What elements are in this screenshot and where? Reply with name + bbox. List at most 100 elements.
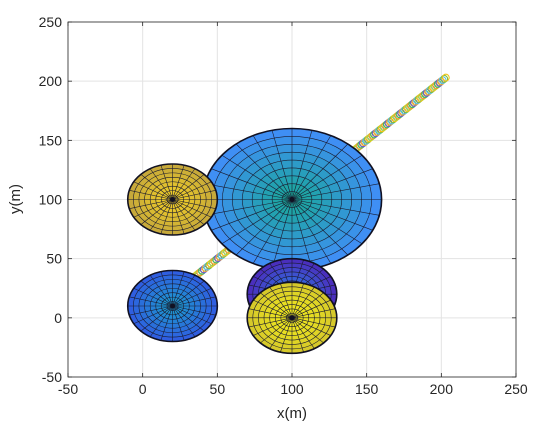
obstacle-layer — [126, 127, 383, 355]
obstacle-spoke — [172, 168, 196, 200]
obstacle-spoke — [260, 292, 293, 319]
obstacle-spoke — [252, 135, 293, 200]
x-axis-label: x(m) — [277, 405, 307, 422]
obstacle-spoke — [221, 199, 293, 245]
obstacle-spoke — [149, 168, 173, 200]
obstacle-spoke — [172, 199, 216, 209]
x-tick-label: 200 — [430, 381, 454, 397]
obstacle-spoke — [129, 296, 173, 307]
obstacle-spoke — [235, 143, 293, 200]
obstacle — [201, 127, 383, 272]
obstacle-spoke — [253, 317, 293, 336]
obstacle-spoke — [140, 174, 173, 200]
obstacle-spoke — [172, 305, 212, 325]
obstacle-spoke — [172, 199, 205, 225]
x-tick-label: 250 — [504, 381, 528, 397]
obstacle-spoke — [160, 199, 173, 234]
trajectory-marker — [440, 74, 449, 83]
obstacle-spoke — [172, 305, 205, 332]
x-tick-label: 100 — [280, 381, 304, 397]
y-tick-label: -50 — [42, 369, 62, 385]
obstacle-spoke — [149, 305, 173, 337]
obstacle-spoke — [291, 292, 324, 319]
obstacle-spoke — [291, 143, 349, 200]
obstacle-spoke — [133, 287, 173, 307]
obstacle-spoke — [172, 271, 185, 307]
obstacle-spoke — [269, 286, 293, 319]
obstacle-spoke — [129, 305, 173, 316]
obstacle-spoke — [291, 317, 336, 328]
obstacle-spoke — [211, 199, 293, 231]
obstacle-spoke — [291, 199, 332, 264]
obstacle-spoke — [291, 168, 373, 200]
obstacle-spoke — [204, 183, 293, 200]
obstacle-spoke — [291, 283, 304, 318]
obstacle-spoke — [291, 299, 331, 319]
obstacle-outline — [126, 269, 219, 343]
x-tick-label: 0 — [139, 381, 147, 397]
y-tick-label: 200 — [39, 73, 63, 89]
obstacle-spoke — [291, 308, 336, 319]
y-tick-label: 150 — [39, 132, 63, 148]
obstacle-spoke — [291, 317, 315, 349]
obstacle-center — [170, 197, 176, 202]
y-tick-label: 50 — [46, 251, 62, 267]
obstacle-spoke — [172, 181, 212, 200]
obstacle-spoke — [172, 174, 205, 200]
obstacle-spoke — [248, 317, 293, 328]
obstacle-spoke — [291, 154, 363, 200]
trajectory-layer — [190, 73, 450, 281]
obstacle-spoke — [172, 280, 205, 307]
obstacle-spoke — [172, 165, 185, 200]
x-tick-label: 50 — [210, 381, 226, 397]
y-tick-label: 250 — [39, 14, 63, 30]
obstacle-spoke — [291, 183, 380, 200]
obstacle-spoke — [133, 199, 173, 218]
obstacle-spoke — [271, 199, 293, 269]
obstacle-spoke — [140, 305, 173, 332]
obstacle-spoke — [221, 154, 293, 200]
trajectory-marker — [441, 73, 450, 82]
obstacle-spoke — [291, 199, 380, 216]
obstacle-spoke — [129, 199, 173, 209]
obstacle-spoke — [252, 199, 293, 264]
obstacle-spoke — [291, 286, 315, 319]
obstacle-spoke — [129, 190, 173, 200]
obstacle-spoke — [172, 287, 212, 307]
obstacle-spoke — [291, 317, 324, 344]
obstacle-spoke — [260, 317, 293, 344]
obstacle-spoke — [253, 299, 293, 319]
obstacle-spoke — [140, 199, 173, 225]
obstacle-spoke — [140, 280, 173, 307]
obstacle-spoke — [291, 199, 373, 231]
x-tick-label: -50 — [58, 381, 78, 397]
y-axis-label: y(m) — [7, 184, 24, 214]
plot-content — [126, 73, 450, 355]
y-axis-ticks: -50 0 50 100 150 200 250 — [39, 14, 516, 385]
obstacle — [126, 163, 219, 236]
obstacle-center — [289, 315, 295, 321]
obstacle — [246, 281, 338, 355]
obstacle-spoke — [291, 199, 363, 245]
y-tick-label: 0 — [54, 310, 62, 326]
obstacle-spoke — [160, 305, 173, 341]
obstacle-spoke — [271, 130, 293, 200]
obstacle-spoke — [172, 305, 185, 341]
obstacle — [126, 269, 219, 343]
obstacle-spoke — [149, 275, 173, 307]
y-tick-label: 100 — [39, 192, 63, 208]
obstacle-outline — [246, 281, 338, 355]
obstacle-spoke — [172, 199, 196, 231]
obstacle-spoke — [204, 199, 293, 216]
obstacle-outline — [126, 163, 219, 236]
obstacle-center — [170, 303, 176, 309]
obstacle-spoke — [133, 181, 173, 200]
obstacle-spoke — [280, 283, 293, 318]
obstacle-spoke — [291, 199, 313, 269]
obstacle-spoke — [172, 199, 185, 234]
x-axis-ticks: -50 0 50 100 150 200 250 — [58, 22, 528, 397]
obstacle-spoke — [133, 305, 173, 325]
obstacle-spoke — [160, 165, 173, 200]
